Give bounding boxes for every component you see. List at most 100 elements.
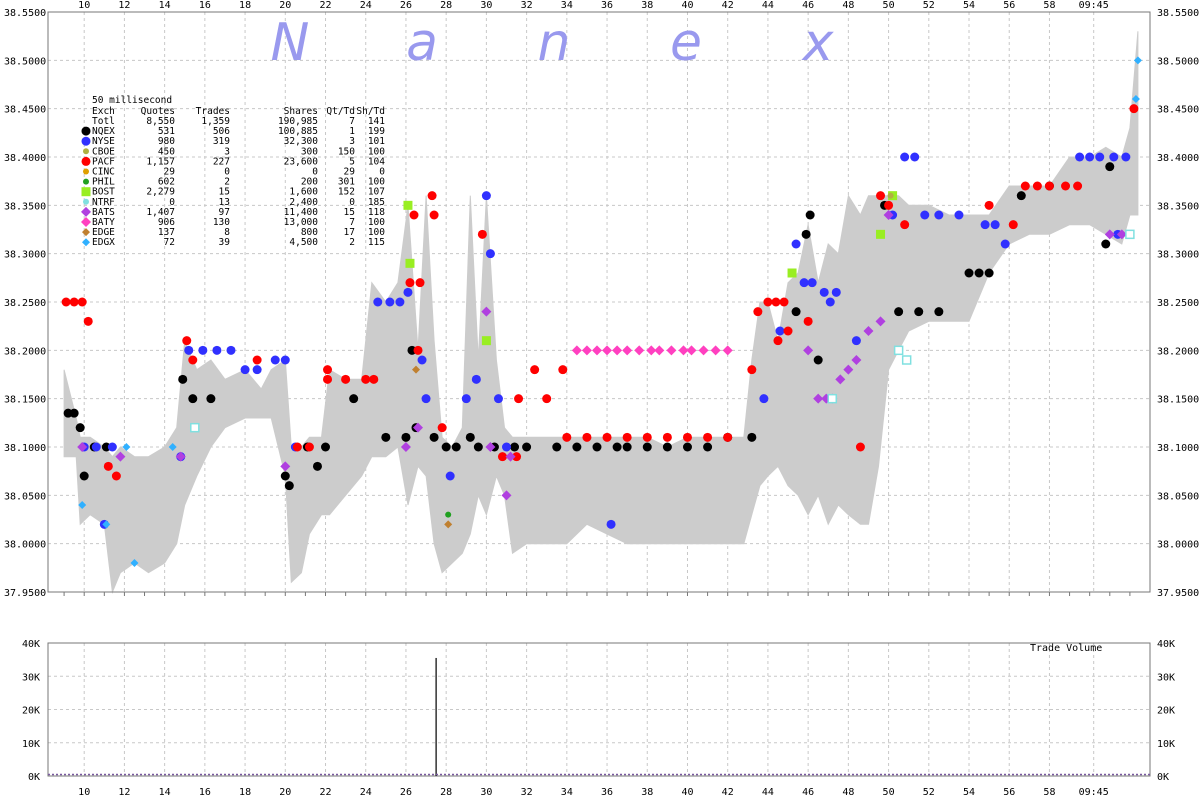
- price-tick-label-right: 38.4000: [1157, 153, 1199, 164]
- x-tick-label-bottom: 24: [360, 787, 372, 798]
- legend-cell: NTRF: [92, 197, 115, 208]
- x-tick-label-top: 10: [78, 0, 90, 11]
- marker-edgx: [168, 443, 177, 451]
- marker-nyse: [445, 471, 455, 481]
- marker-pacf: [188, 355, 198, 365]
- marker-ntrf: [901, 355, 912, 365]
- marker-cboe: [887, 192, 894, 199]
- marker-nyse: [107, 442, 117, 452]
- marker-nqex: [964, 268, 974, 278]
- marker-pacf: [1008, 220, 1018, 230]
- marker-pacf: [602, 432, 612, 442]
- legend-cell: 141: [368, 116, 385, 127]
- price-tick-label-right: 38.3500: [1157, 201, 1199, 212]
- marker-pacf: [341, 374, 351, 384]
- legend-cell: 15: [344, 207, 355, 218]
- x-tick-label-top: 58: [1043, 0, 1055, 11]
- marker-nqex: [522, 442, 532, 452]
- legend-cell: 0: [379, 167, 385, 178]
- marker-bats: [501, 490, 512, 501]
- marker-nyse: [212, 345, 222, 355]
- marker-pacf: [61, 297, 71, 307]
- marker-nqex: [473, 442, 483, 452]
- marker-nqex: [401, 432, 411, 442]
- x-tick-label-bottom: 12: [118, 787, 130, 798]
- marker-bost: [405, 258, 415, 268]
- marker-pacf: [747, 365, 757, 375]
- marker-pacf: [562, 432, 572, 442]
- marker-bats: [851, 355, 862, 365]
- marker-pacf: [771, 297, 781, 307]
- marker-baty: [698, 345, 709, 356]
- marker-nyse: [493, 394, 503, 404]
- marker-pacf: [77, 297, 87, 307]
- legend-column-header: Shares: [284, 106, 318, 117]
- marker-nqex: [75, 423, 85, 433]
- marker-baty: [612, 345, 623, 356]
- legend-cell: 1,157: [146, 156, 175, 167]
- x-tick-label-bottom: 14: [159, 787, 171, 798]
- legend-cell: 5: [349, 156, 355, 167]
- volume-tick-label-right: 0K: [1157, 772, 1169, 783]
- marker-bats: [280, 461, 291, 472]
- legend-cell: 115: [368, 237, 385, 248]
- legend-cell: 199: [368, 126, 385, 137]
- legend-cell: 200: [301, 177, 318, 188]
- marker-nqex: [572, 442, 582, 452]
- marker-nqex: [682, 442, 692, 452]
- marker-nyse: [791, 239, 801, 249]
- marker-bats: [803, 345, 814, 356]
- marker-baty: [602, 345, 613, 356]
- marker-pacf: [477, 229, 487, 239]
- legend-cell: 8,550: [146, 116, 175, 127]
- legend-marker-bost: [81, 187, 91, 197]
- marker-pacf: [323, 365, 333, 375]
- marker-nqex: [381, 432, 391, 442]
- marker-nqex: [622, 442, 632, 452]
- legend-cell: 100: [368, 217, 385, 228]
- x-tick-label-top: 09:45: [1079, 0, 1109, 11]
- marker-ntrf: [190, 422, 200, 433]
- marker-nyse: [198, 345, 208, 355]
- x-tick-label-bottom: 40: [681, 787, 693, 798]
- legend-cell: 227: [213, 156, 230, 167]
- marker-nyse: [851, 336, 861, 346]
- x-tick-label-bottom: 46: [802, 787, 814, 798]
- marker-bats: [863, 326, 874, 336]
- marker-baty: [646, 345, 657, 356]
- marker-nyse: [373, 297, 383, 307]
- watermark-letter: e: [670, 13, 702, 73]
- marker-nqex: [312, 461, 322, 471]
- x-tick-label-top: 50: [883, 0, 895, 11]
- x-tick-label-top: 56: [1003, 0, 1015, 11]
- legend-cell: 29: [164, 167, 176, 178]
- marker-pacf: [427, 191, 437, 201]
- legend-cell: 100: [368, 177, 385, 188]
- marker-nyse: [485, 249, 495, 259]
- marker-pacf: [1073, 181, 1083, 191]
- marker-baty: [622, 345, 633, 356]
- marker-bats: [485, 442, 496, 452]
- marker-pacf: [763, 297, 773, 307]
- marker-bats: [875, 316, 886, 327]
- marker-pacf: [405, 278, 415, 288]
- volume-tick-label-left: 40K: [22, 639, 40, 650]
- marker-nqex: [703, 442, 713, 452]
- marker-nyse: [280, 355, 290, 365]
- legend-cell: 100: [368, 146, 385, 157]
- x-tick-label-bottom: 50: [883, 787, 895, 798]
- marker-edgx: [1133, 56, 1142, 65]
- marker-pacf: [69, 297, 79, 307]
- axes: 1010121214141616181820202222242426262828…: [4, 0, 1199, 798]
- watermark-letter: a: [406, 13, 438, 73]
- legend-cell: 506: [213, 126, 230, 137]
- marker-ntrf: [1125, 229, 1135, 240]
- volume-tick-label-left: 30K: [22, 672, 40, 683]
- marker-nqex: [791, 307, 801, 317]
- legend-marker-baty: [81, 217, 91, 227]
- legend-cell: 0: [349, 197, 355, 208]
- marker-nyse: [990, 220, 1000, 230]
- marker-pacf: [530, 365, 540, 375]
- price-tick-label-left: 38.5500: [4, 8, 46, 19]
